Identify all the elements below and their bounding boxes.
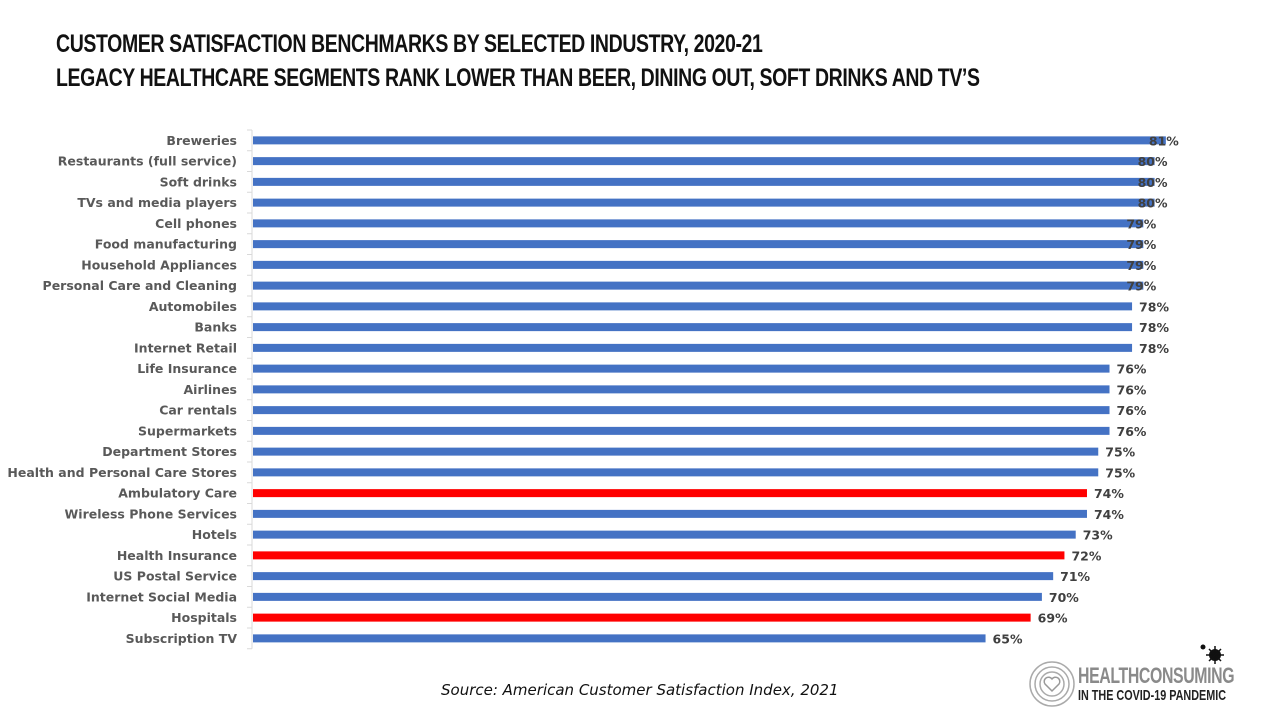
category-label: Breweries [166, 133, 237, 148]
bar [253, 634, 986, 643]
bar [253, 509, 1087, 518]
bar [253, 551, 1065, 560]
value-label: 65% [993, 631, 1023, 646]
value-label: 70% [1049, 590, 1079, 605]
value-label: 76% [1117, 382, 1147, 397]
bar [253, 572, 1054, 581]
value-label: 76% [1117, 403, 1147, 418]
bar [253, 219, 1144, 228]
bar [253, 613, 1031, 622]
category-label: Food manufacturing [95, 237, 237, 252]
value-label: 80% [1138, 175, 1168, 190]
category-label: Hotels [192, 527, 237, 542]
bar [253, 364, 1110, 373]
bar [253, 240, 1144, 249]
logo-subtitle: IN THE COVID-19 PANDEMIC [1078, 687, 1227, 704]
bar [253, 468, 1099, 477]
value-label: 79% [1126, 279, 1156, 294]
bar [253, 323, 1133, 332]
category-label: Internet Social Media [86, 589, 237, 604]
bar [253, 530, 1076, 539]
value-label: 80% [1138, 154, 1168, 169]
category-labels: Breweries Restaurants (full service) Soft … [7, 133, 237, 646]
category-label: Internet Retail [134, 340, 237, 355]
category-label: Supermarkets [138, 423, 237, 438]
value-label: 72% [1071, 548, 1101, 563]
category-label: TVs and media players [77, 195, 237, 210]
bar [253, 385, 1110, 394]
value-label: 76% [1117, 424, 1147, 439]
category-label: Cell phones [155, 216, 237, 231]
category-label: Department Stores [102, 444, 237, 459]
bars [253, 136, 1166, 643]
category-label: Wireless Phone Services [65, 506, 238, 521]
chart-title: CUSTOMER SATISFACTION BENCHMARKS BY SELE… [56, 30, 763, 58]
category-label: Airlines [183, 382, 237, 397]
category-label: Subscription TV [126, 631, 238, 646]
category-label: Hospitals [171, 610, 237, 625]
y-axis [247, 129, 253, 650]
value-label: 80% [1138, 196, 1168, 211]
value-label: 78% [1139, 341, 1169, 356]
value-label: 73% [1083, 528, 1113, 543]
source-note: Source: American Customer Satisfaction I… [441, 681, 839, 699]
logo-title: HEALTHCONSUMING [1078, 663, 1235, 688]
bar [253, 447, 1099, 456]
bar [253, 302, 1133, 311]
bar [253, 406, 1110, 415]
bar [253, 198, 1155, 207]
bar [253, 592, 1042, 601]
bar [253, 260, 1144, 269]
heart-icon [1029, 661, 1075, 707]
category-label: Personal Care and Cleaning [43, 278, 237, 293]
category-label: Soft drinks [160, 174, 237, 189]
bar [253, 426, 1110, 435]
value-label: 79% [1126, 216, 1156, 231]
category-label: Restaurants (full service) [58, 154, 237, 169]
value-label: 79% [1126, 258, 1156, 273]
value-label: 76% [1117, 362, 1147, 377]
value-label: 74% [1094, 486, 1124, 501]
category-label: Car rentals [159, 403, 237, 418]
bar [253, 136, 1166, 145]
value-label: 74% [1094, 507, 1124, 522]
value-label: 75% [1105, 465, 1135, 480]
value-label: 69% [1038, 611, 1068, 626]
value-label: 71% [1060, 569, 1090, 584]
value-label: 75% [1105, 445, 1135, 460]
category-label: Household Appliances [81, 257, 237, 272]
virus-icon [1200, 644, 1224, 664]
bar [253, 157, 1155, 166]
category-label: Health Insurance [117, 548, 237, 563]
bar [253, 343, 1133, 352]
category-label: Life Insurance [137, 361, 237, 376]
category-label: Health and Personal Care Stores [7, 465, 237, 480]
value-labels: 81% 80% 80% 80% 79% 79% 79% 79% 78% 78% 78% 76% 76% 7… [993, 133, 1180, 646]
category-label: Ambulatory Care [118, 486, 237, 501]
bar [253, 281, 1144, 290]
category-label: Automobiles [149, 299, 237, 314]
value-label: 78% [1139, 299, 1169, 314]
category-label: US Postal Service [113, 569, 237, 584]
value-label: 79% [1126, 237, 1156, 252]
bar [253, 489, 1087, 498]
chart-subtitle: LEGACY HEALTHCARE SEGMENTS RANK LOWER TH… [56, 64, 980, 92]
category-label: Banks [194, 320, 237, 335]
bar [253, 177, 1155, 186]
value-label: 78% [1139, 320, 1169, 335]
logo: HEALTHCONSUMING IN THE COVID-19 PANDEMIC [1028, 640, 1235, 710]
value-label: 81% [1149, 133, 1179, 148]
